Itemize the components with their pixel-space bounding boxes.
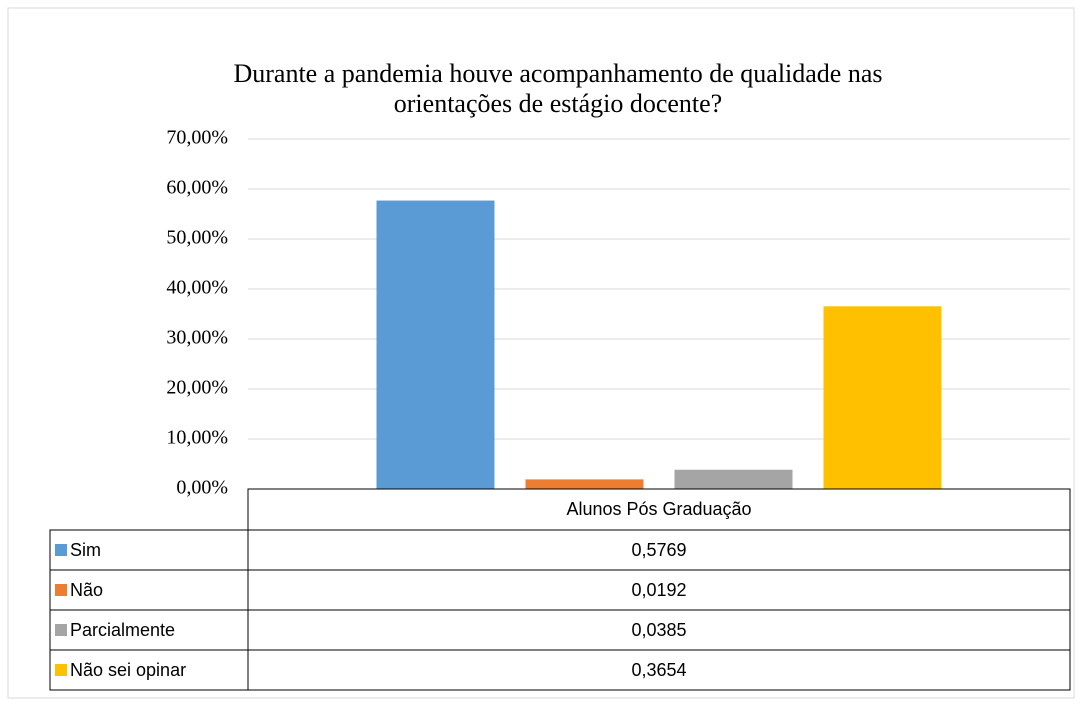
y-tick-label: 70,00%	[166, 127, 228, 149]
y-tick-label: 60,00%	[166, 177, 228, 199]
chart-title: Durante a pandemia houve acompanhamento …	[233, 59, 882, 88]
legend-swatch	[55, 664, 67, 676]
legend-swatch	[55, 584, 67, 596]
y-tick-label: 10,00%	[166, 427, 228, 449]
bar	[376, 200, 495, 490]
legend-swatch	[55, 544, 67, 556]
y-tick-label: 20,00%	[166, 377, 228, 399]
table-row-cell	[247, 649, 1071, 691]
legend-label: Não	[70, 580, 103, 600]
y-tick-label: 40,00%	[166, 277, 228, 299]
legend-label: Sim	[70, 540, 101, 560]
bar	[525, 479, 644, 489]
bar	[823, 306, 942, 489]
y-tick-label: 0,00%	[176, 477, 228, 499]
table-value: 0,3654	[631, 660, 686, 680]
legend-label: Parcialmente	[70, 620, 175, 640]
legend-swatch	[55, 624, 67, 636]
table-value: 0,0385	[631, 620, 686, 640]
bar	[674, 469, 793, 489]
table-header: Alunos Pós Graduação	[566, 499, 751, 519]
table-value: 0,0192	[631, 580, 686, 600]
chart-title: orientações de estágio docente?	[394, 89, 722, 118]
table-value: 0,5769	[631, 540, 686, 560]
y-tick-label: 30,00%	[166, 327, 228, 349]
legend-label: Não sei opinar	[70, 660, 186, 680]
y-tick-label: 50,00%	[166, 227, 228, 249]
